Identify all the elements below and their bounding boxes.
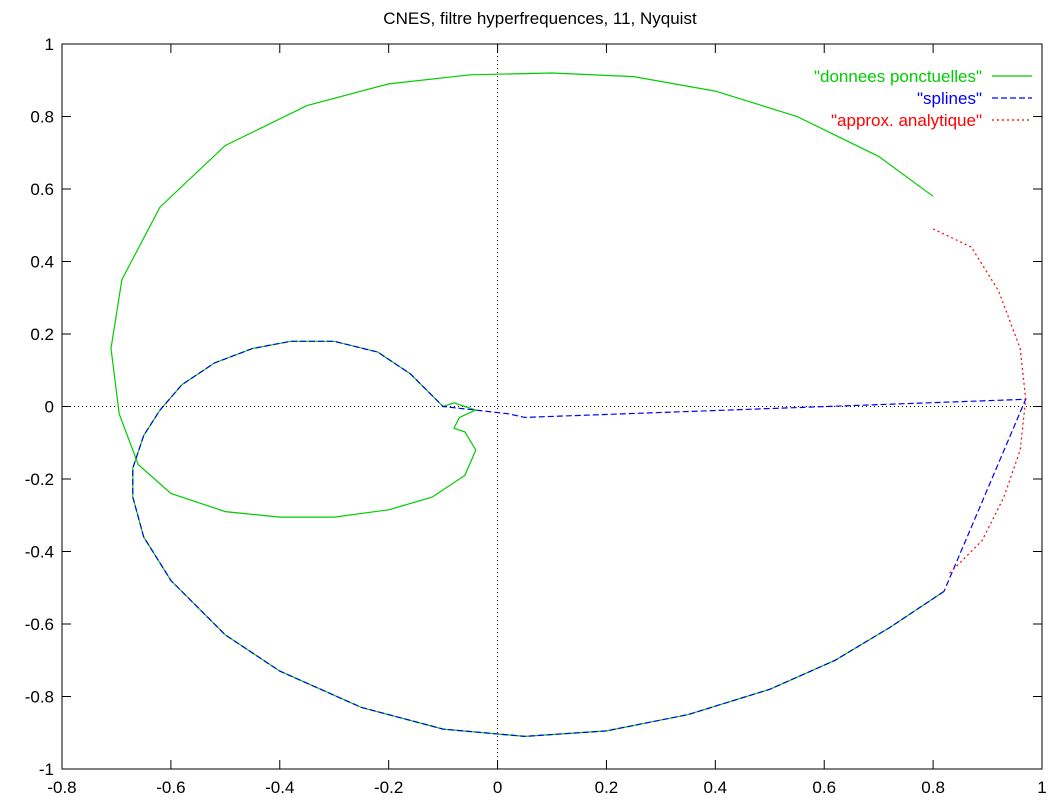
x-tick-label: 0.8	[921, 778, 945, 797]
y-tick-label: -0.8	[25, 688, 54, 707]
legend-label-approx-analytique: "approx. analytique"	[831, 111, 982, 130]
y-tick-label: 0	[45, 398, 54, 417]
y-tick-label: 0.2	[30, 325, 54, 344]
x-tick-label: 0.6	[812, 778, 836, 797]
zero-axes	[62, 44, 1042, 769]
legend: "donnees ponctuelles" "splines" "approx. a…	[814, 67, 1032, 130]
legend-label-donnees-ponctuelles: "donnees ponctuelles"	[814, 67, 982, 86]
y-tick-label: 0.4	[30, 253, 54, 272]
y-tick-label: -0.2	[25, 470, 54, 489]
x-tick-label: -0.6	[156, 778, 185, 797]
x-tick-label: -0.4	[265, 778, 294, 797]
x-tick-label: 0.2	[595, 778, 619, 797]
y-tick-label: 1	[45, 35, 54, 54]
y-tick-label: -1	[39, 760, 54, 779]
y-tick-label: -0.4	[25, 543, 54, 562]
series-layer	[110, 72, 1027, 738]
x-tick-label: 0	[493, 778, 502, 797]
y-tick-label: 0.6	[30, 180, 54, 199]
legend-label-splines: "splines"	[917, 89, 982, 108]
x-tick-label: 1	[1037, 778, 1046, 797]
axis-tick-labels: -0.8 -0.6 -0.4 -0.2 0 0.2 0.4 0.6 0.8 1-1-0.8-0.6…	[25, 35, 1047, 797]
y-tick-label: 0.8	[30, 108, 54, 127]
x-tick-label: -0.2	[374, 778, 403, 797]
y-tick-label: -0.6	[25, 615, 54, 634]
series-line-approx-analytique	[932, 228, 1027, 574]
chart-title: CNES, filtre hyperfrequences, 11, Nyquis…	[383, 9, 697, 28]
series-line-splines	[132, 340, 1027, 738]
x-tick-label: 0.4	[704, 778, 728, 797]
plot-frame	[61, 43, 1043, 770]
x-tick-label: -0.8	[47, 778, 76, 797]
